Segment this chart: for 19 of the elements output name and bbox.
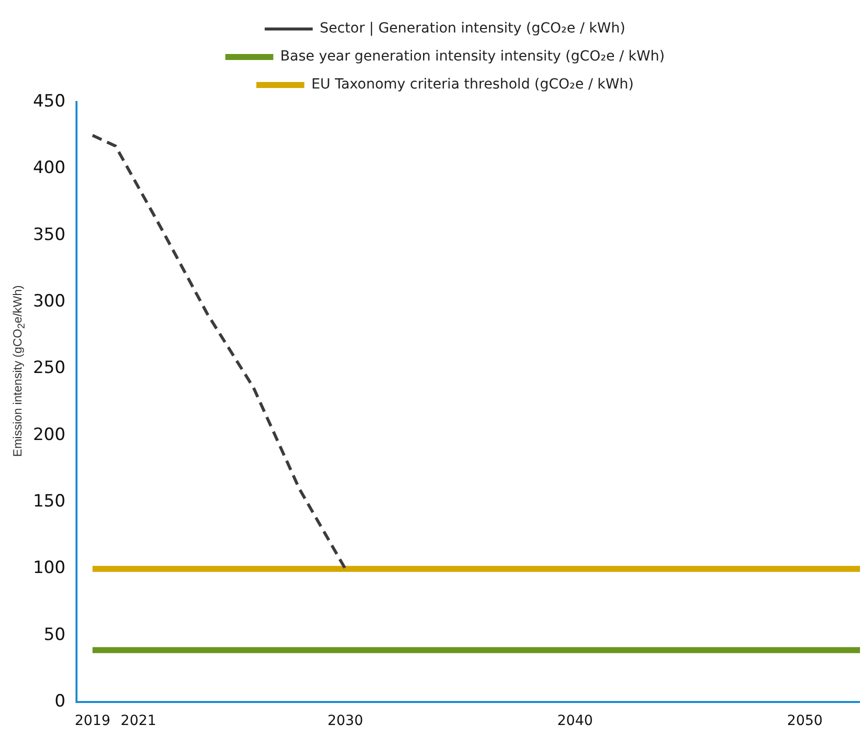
y-tick-label: 400 [32,158,66,178]
legend-label: Base year generation intensity intensity (gCO₂e / kWh) [280,48,665,65]
x-tick-label: 2040 [557,713,593,730]
y-tick-label: 250 [32,358,66,378]
y-tick-label: 150 [32,492,66,512]
y-tick-label: 0 [54,692,66,712]
y-tick-label: 300 [32,291,66,312]
y-tick-label: 350 [32,224,66,245]
line-series [91,134,347,570]
legend-label: Sector | Generation intensity (gCO₂e / kWh) [320,20,626,37]
legend-label: EU Taxonomy criteria threshold (gCO₂e / kWh) [311,76,634,93]
x-tick-label: 2019 [74,713,110,730]
y-tick-label: 200 [32,424,66,445]
y-tick-label: 100 [32,558,66,578]
y-tick-label: 50 [44,624,66,645]
x-tick-label: 2021 [120,713,156,730]
y-tick-label: 450 [32,91,66,112]
x-tick-label: 2050 [787,713,823,730]
x-tick-label: 2030 [327,713,364,730]
